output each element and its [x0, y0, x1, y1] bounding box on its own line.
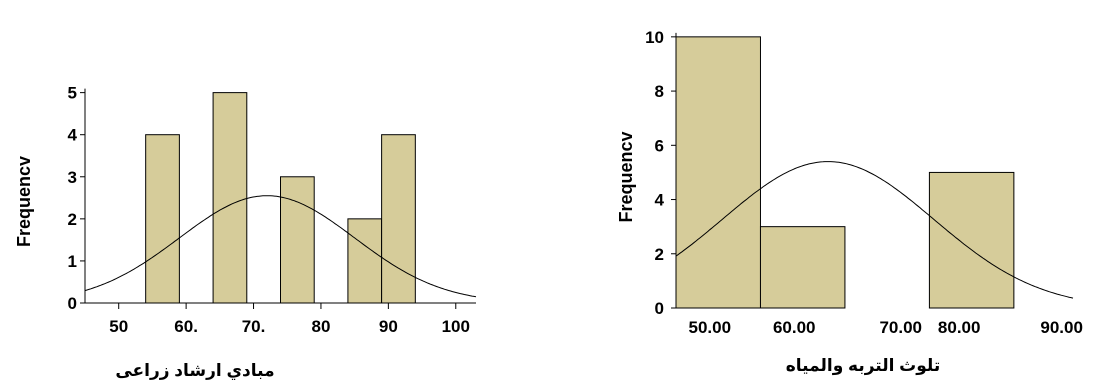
chart1-x-axis-label: مبادي ارشاد زراعى: [115, 361, 274, 381]
chart1-x-tick-label: 100: [442, 317, 470, 336]
chart2-y-axis-label: Frequencv: [616, 131, 636, 222]
chart1-y-axis-label: Frequencv: [14, 156, 34, 247]
chart1-y-tick-label: 0: [68, 294, 77, 313]
chart1-x-tick-label: 80: [311, 317, 330, 336]
chart2-y-tick-label: 4: [655, 191, 665, 210]
chart1-y-tick-label: 5: [68, 84, 77, 103]
chart1-x-tick-label: 90: [379, 317, 398, 336]
chart2-histogram-bar-3: [928, 171, 1015, 309]
chart2-normal-curve: [675, 161, 1074, 299]
chart2-histogram-bar-2: [759, 226, 846, 309]
chart1-y-tick-label: 2: [68, 210, 77, 229]
chart1-histogram-bar-3: [280, 176, 315, 304]
chart2-x-tick-label: 80.00: [938, 318, 981, 337]
chart2-x-tick-label: 90.00: [1040, 318, 1083, 337]
chart1-histogram-bar-2: [212, 92, 248, 304]
chart2-x-tick-label: 60.00: [773, 318, 816, 337]
chart1-histogram-bar-5: [381, 134, 416, 304]
chart2-x-tick-label: 70.00: [879, 318, 922, 337]
chart1-x-tick-label: 60.: [174, 317, 198, 336]
chart1-histogram-bar-4: [347, 218, 383, 304]
chart2-y-tick-label: 6: [655, 136, 664, 155]
chart1-y-tick-label: 3: [68, 168, 77, 187]
chart1-normal-curve: [84, 195, 477, 298]
chart2-y-tick-label: 10: [645, 28, 664, 47]
chart2-x-tick-label: 50.00: [689, 318, 732, 337]
chart1-x-tick-label: 50: [109, 317, 128, 336]
chart1-y-tick-label: 4: [68, 126, 78, 145]
chart1-x-tick-label: 70.: [242, 317, 266, 336]
chart2-x-axis-label: تلوث التربه والمياه: [786, 356, 940, 376]
chart2-y-tick-label: 0: [655, 299, 664, 318]
chart2-y-tick-label: 2: [655, 245, 664, 264]
chart1-histogram-bar-1: [145, 134, 180, 304]
chart2-histogram-bar-1: [675, 36, 761, 309]
chart1-y-tick-label: 1: [68, 252, 77, 271]
chart2-y-tick-label: 8: [655, 82, 664, 101]
